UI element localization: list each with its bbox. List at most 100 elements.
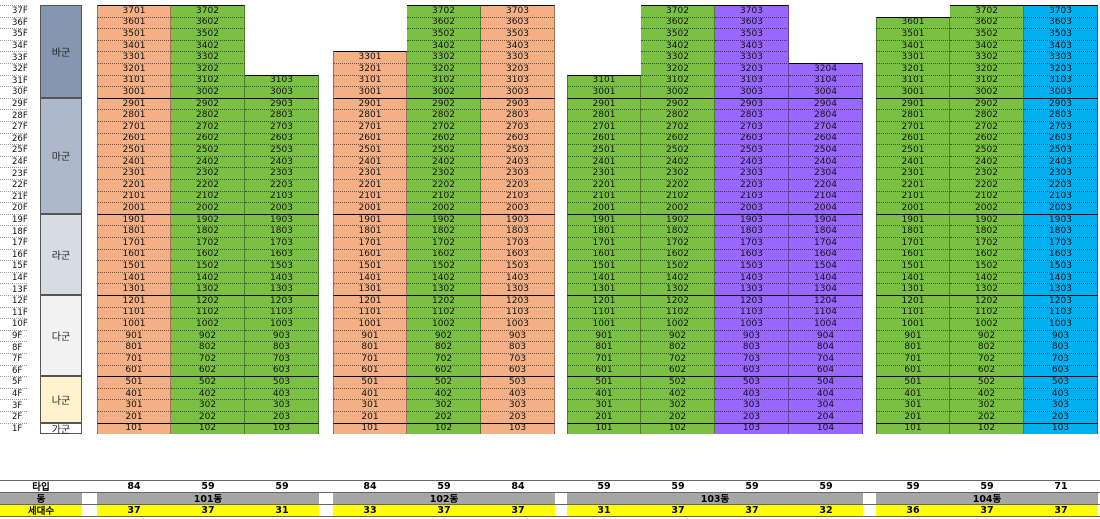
unit-cell[interactable]: 3502 xyxy=(171,28,245,40)
unit-cell[interactable]: 802 xyxy=(171,341,245,353)
unit-cell[interactable]: 3003 xyxy=(715,86,789,98)
unit-cell[interactable]: 2301 xyxy=(567,167,641,179)
unit-cell[interactable]: 2401 xyxy=(567,155,641,168)
unit-cell[interactable]: 301 xyxy=(876,399,950,411)
unit-cell[interactable]: 2503 xyxy=(1024,144,1098,156)
unit-cell[interactable]: 2302 xyxy=(950,167,1024,179)
unit-cell[interactable]: 1701 xyxy=(97,237,171,249)
unit-cell[interactable]: 3503 xyxy=(1024,28,1098,40)
unit-cell[interactable]: 3202 xyxy=(171,63,245,75)
unit-cell[interactable]: 2101 xyxy=(97,190,171,203)
unit-cell[interactable]: 901 xyxy=(567,329,641,342)
unit-cell[interactable]: 2002 xyxy=(641,202,715,214)
unit-cell[interactable]: 2701 xyxy=(876,121,950,133)
unit-cell[interactable]: 703 xyxy=(245,353,319,365)
unit-cell[interactable]: 1502 xyxy=(950,260,1024,272)
unit-cell[interactable]: 101 xyxy=(97,422,171,435)
unit-cell[interactable]: 3201 xyxy=(876,63,950,75)
unit-cell[interactable]: 3403 xyxy=(1024,39,1098,52)
unit-cell[interactable]: 1503 xyxy=(715,260,789,272)
unit-cell[interactable]: 2102 xyxy=(171,190,245,203)
unit-cell[interactable]: 601 xyxy=(333,364,407,377)
unit-cell[interactable]: 702 xyxy=(407,353,481,365)
unit-cell[interactable]: 3401 xyxy=(97,39,171,52)
unit-cell[interactable]: 402 xyxy=(641,387,715,400)
unit-cell[interactable]: 303 xyxy=(1024,399,1098,411)
unit-cell[interactable]: 2202 xyxy=(950,179,1024,191)
unit-cell[interactable]: 2704 xyxy=(789,121,863,133)
unit-cell[interactable]: 2901 xyxy=(567,97,641,110)
unit-cell[interactable]: 1101 xyxy=(97,306,171,319)
unit-cell[interactable]: 1601 xyxy=(876,248,950,261)
unit-cell[interactable]: 2503 xyxy=(715,144,789,156)
unit-cell[interactable]: 3302 xyxy=(950,51,1024,63)
unit-cell[interactable]: 2201 xyxy=(876,179,950,191)
unit-cell[interactable]: 1503 xyxy=(481,260,555,272)
unit-cell[interactable]: 602 xyxy=(171,364,245,377)
unit-cell[interactable]: 1002 xyxy=(641,318,715,330)
unit-cell[interactable]: 1101 xyxy=(876,306,950,319)
unit-cell[interactable]: 3203 xyxy=(481,63,555,75)
unit-cell[interactable]: 3402 xyxy=(950,39,1024,52)
unit-cell[interactable]: 1103 xyxy=(715,306,789,319)
unit-cell[interactable]: 2002 xyxy=(171,202,245,214)
unit-cell[interactable]: 2902 xyxy=(950,97,1024,110)
unit-cell[interactable]: 402 xyxy=(171,387,245,400)
unit-cell[interactable]: 501 xyxy=(333,376,407,388)
unit-cell[interactable]: 503 xyxy=(715,376,789,388)
unit-cell[interactable]: 1402 xyxy=(950,271,1024,284)
unit-cell[interactable]: 1804 xyxy=(789,225,863,237)
unit-cell[interactable]: 103 xyxy=(715,422,789,435)
unit-cell[interactable]: 2803 xyxy=(481,109,555,121)
unit-cell[interactable]: 1002 xyxy=(407,318,481,330)
unit-cell[interactable]: 1102 xyxy=(407,306,481,319)
unit-cell[interactable]: 1603 xyxy=(715,248,789,261)
unit-cell[interactable]: 1401 xyxy=(567,271,641,284)
unit-cell[interactable]: 201 xyxy=(333,411,407,423)
unit-cell[interactable]: 202 xyxy=(950,411,1024,423)
unit-cell[interactable]: 3303 xyxy=(1024,51,1098,63)
unit-cell[interactable]: 2001 xyxy=(97,202,171,214)
unit-cell[interactable]: 803 xyxy=(1024,341,1098,353)
unit-cell[interactable]: 1704 xyxy=(789,237,863,249)
unit-cell[interactable]: 3002 xyxy=(641,86,715,98)
unit-cell[interactable]: 2304 xyxy=(789,167,863,179)
unit-cell[interactable]: 1402 xyxy=(641,271,715,284)
unit-cell[interactable]: 1003 xyxy=(481,318,555,330)
unit-cell[interactable]: 701 xyxy=(567,353,641,365)
unit-cell[interactable]: 303 xyxy=(715,399,789,411)
unit-cell[interactable]: 701 xyxy=(97,353,171,365)
unit-cell[interactable]: 1302 xyxy=(950,283,1024,295)
unit-cell[interactable]: 1001 xyxy=(567,318,641,330)
unit-cell[interactable]: 101 xyxy=(876,422,950,435)
unit-cell[interactable]: 2002 xyxy=(950,202,1024,214)
unit-cell[interactable]: 1401 xyxy=(876,271,950,284)
unit-cell[interactable]: 2302 xyxy=(171,167,245,179)
unit-cell[interactable]: 102 xyxy=(641,422,715,435)
unit-cell[interactable]: 1603 xyxy=(245,248,319,261)
unit-cell[interactable]: 2001 xyxy=(567,202,641,214)
unit-cell[interactable]: 3701 xyxy=(97,5,171,17)
unit-cell[interactable]: 1701 xyxy=(567,237,641,249)
unit-cell[interactable]: 1801 xyxy=(97,225,171,237)
unit-cell[interactable]: 2302 xyxy=(407,167,481,179)
unit-cell[interactable]: 703 xyxy=(1024,353,1098,365)
unit-cell[interactable]: 2002 xyxy=(407,202,481,214)
unit-cell[interactable]: 303 xyxy=(481,399,555,411)
unit-cell[interactable]: 1201 xyxy=(567,295,641,307)
unit-cell[interactable]: 2603 xyxy=(245,132,319,145)
unit-cell[interactable]: 1803 xyxy=(1024,225,1098,237)
unit-cell[interactable]: 2402 xyxy=(407,155,481,168)
unit-cell[interactable]: 402 xyxy=(950,387,1024,400)
unit-cell[interactable]: 2303 xyxy=(715,167,789,179)
unit-cell[interactable]: 2702 xyxy=(641,121,715,133)
unit-cell[interactable]: 2202 xyxy=(641,179,715,191)
unit-cell[interactable]: 501 xyxy=(876,376,950,388)
unit-cell[interactable]: 3302 xyxy=(407,51,481,63)
unit-cell[interactable]: 601 xyxy=(97,364,171,377)
unit-cell[interactable]: 802 xyxy=(950,341,1024,353)
unit-cell[interactable]: 3103 xyxy=(245,74,319,87)
unit-cell[interactable]: 3702 xyxy=(407,5,481,17)
unit-cell[interactable]: 2903 xyxy=(715,97,789,110)
unit-cell[interactable]: 3502 xyxy=(407,28,481,40)
